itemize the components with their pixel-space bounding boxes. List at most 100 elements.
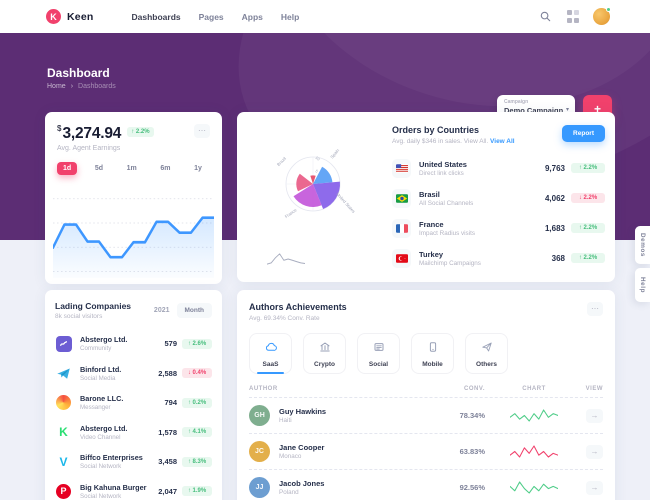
company-delta-badge: ↑ 4.1% [182,427,212,438]
country-value: 4,062 [544,193,565,203]
breadcrumb-separator: › [70,83,74,90]
search-icon[interactable] [537,9,553,25]
authors-title: Authors Achievements [249,302,347,312]
user-avatar[interactable] [593,7,611,25]
avatar-photo [593,8,610,25]
tab-saas[interactable]: SaaS [249,333,292,374]
range-5d[interactable]: 5d [94,165,103,172]
tab-crypto[interactable]: Crypto [303,333,346,374]
company-row: V Biffco Enterprises Social Network 3,45… [55,447,212,477]
country-name[interactable]: Brasil [419,189,440,199]
tab-mobile[interactable]: Mobile [411,333,454,374]
country-value: 1,683 [544,223,565,233]
company-name[interactable]: Barone LLC. [80,394,124,404]
country-name[interactable]: France [419,219,444,229]
apps-grid-icon[interactable] [565,9,581,25]
card-menu-icon[interactable]: ⋯ [194,124,210,138]
company-desc: Community [80,345,112,353]
company-delta-badge: ↓ 0.4% [182,368,212,379]
nav-help[interactable]: Help [280,11,300,22]
author-name[interactable]: Jacob Jones [279,479,325,488]
country-row: United States Direct link clicks 9,763 ↑… [392,153,605,183]
month-filter-button[interactable]: Month [176,303,212,318]
company-name[interactable]: Abstergo Ltd. [80,423,128,433]
view-author-button[interactable]: → [586,480,603,495]
range-6m[interactable]: 6m [160,165,171,172]
author-trend-sparkline [501,408,567,423]
company-name[interactable]: Abstergo Ltd. [80,335,128,345]
breadcrumb: Home › Dashboards [47,83,116,90]
orders-subtitle: Avg. daily $346 in sales. View All. View… [392,138,515,145]
company-desc: Messanger [80,404,111,412]
author-row: JJ Jacob Jones Poland 92.56% → [249,469,603,500]
chevron-down-icon: ▾ [565,107,569,113]
company-row: Abstergo Ltd. Community 579 ↑ 2.6% [55,329,212,359]
country-row: Turkey Mailchimp Campaigns 368 ↑ 2.2% [392,243,605,273]
company-row: P Big Kahuna Burger Social Network 2,047… [55,477,212,500]
campaign-select-label: Campaign [504,99,529,105]
report-button[interactable]: Report [562,125,605,142]
author-country: Poland [279,489,299,496]
orders-title: Orders by Countries [392,125,480,135]
view-author-button[interactable]: → [586,408,603,423]
author-country: Haiti [279,417,292,424]
author-row: JC Jane Cooper Monaco 63.83% → [249,433,603,469]
help-side-tab[interactable]: Help [635,268,650,302]
earnings-card: $3,274.94 ↑ 2.2% ⋯ Avg. Agent Earnings 1… [45,112,222,284]
author-trend-sparkline [501,444,567,459]
nav-dashboards[interactable]: Dashboards [131,11,181,22]
flag-brasil-icon [392,188,411,208]
country-value: 368 [551,253,565,263]
company-desc: Social Network [80,492,122,500]
company-value: 2,588 [158,368,177,378]
rooster-app-icon [55,394,72,411]
range-1m[interactable]: 1m [126,165,137,172]
tab-social[interactable]: Social [357,333,400,374]
svg-text:France: France [284,207,298,219]
company-name[interactable]: Binford Ltd. [80,364,122,374]
company-row: Binford Ltd. Social Media 2,588 ↓ 0.4% [55,359,212,389]
view-all-link[interactable]: View All [490,138,515,145]
company-delta-badge: ↑ 1.9% [182,486,212,497]
company-name[interactable]: Big Kahuna Burger [80,482,147,492]
bank-icon [319,340,331,358]
author-trend-sparkline [501,480,567,495]
country-desc: All Social Channels [419,199,474,207]
country-desc: Mailchimp Campaigns [419,259,481,267]
breadcrumb-home[interactable]: Home [47,83,66,90]
feed-icon [373,340,385,358]
country-delta-badge: ↑ 2.2% [571,223,605,233]
phone-icon [427,340,439,358]
country-name[interactable]: Turkey [419,249,444,259]
company-row: K Abstergo Ltd. Video Channel 1,578 ↑ 4.… [55,418,212,448]
country-value: 9,763 [544,163,565,173]
author-name[interactable]: Jane Cooper [279,443,325,452]
company-row: Barone LLC. Messanger 794 ↑ 0.2% [55,388,212,418]
tab-others[interactable]: Others [465,333,508,374]
svg-text:Brazil: Brazil [276,156,287,167]
company-delta-badge: ↑ 0.2% [182,397,212,408]
telegram-icon [55,365,72,382]
nav-pages[interactable]: Pages [198,11,224,22]
flag-turkey-icon [392,248,411,268]
currency-symbol: $ [57,124,62,133]
view-author-button[interactable]: → [586,444,603,459]
range-1d[interactable]: 1d [57,162,78,175]
author-conversion: 78.34% [459,411,485,420]
cloud-icon [265,340,277,358]
range-1y[interactable]: 1y [194,165,202,172]
svg-text:United States: United States [335,191,356,214]
svg-text:5: 5 [314,168,319,174]
country-name[interactable]: United States [419,159,467,169]
demos-side-tab[interactable]: Demos [635,226,650,264]
author-name[interactable]: Guy Hawkins [279,407,327,416]
company-value: 2,047 [158,486,177,496]
authors-achievements-card: Authors Achievements Avg. 69.34% Conv. R… [237,290,615,500]
country-desc: Impact Radius visits [419,229,475,237]
nav-apps[interactable]: Apps [241,11,263,22]
card-menu-icon[interactable]: ⋯ [587,302,603,316]
company-name[interactable]: Biffco Enterprises [80,453,143,463]
brand[interactable]: K Keen [46,9,93,24]
country-delta-badge: ↑ 2.2% [571,163,605,173]
author-avatar: GH [249,405,270,426]
